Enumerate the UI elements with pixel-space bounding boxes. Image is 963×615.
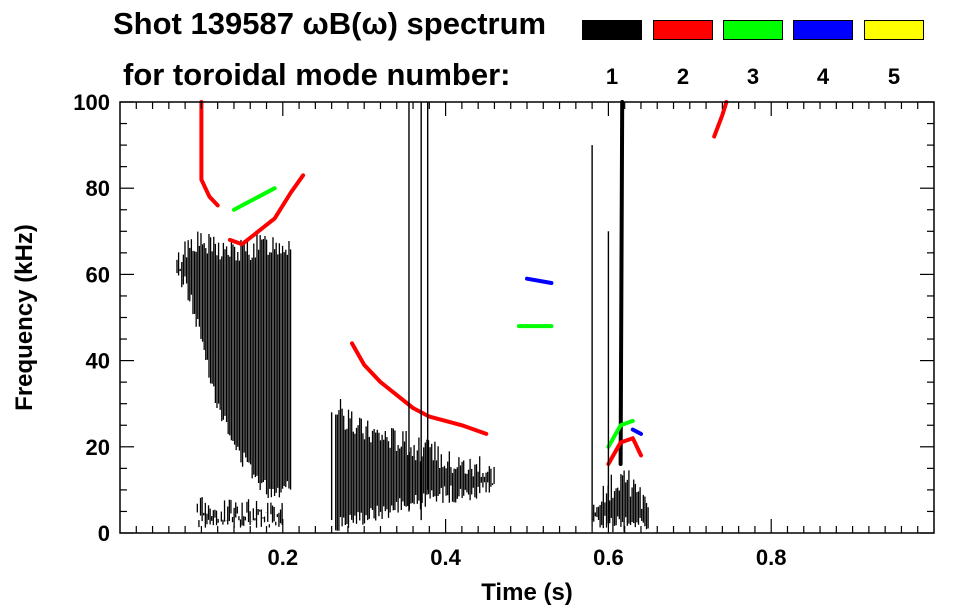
y-tick-label: 80 [86,176,110,201]
series-11 [606,418,635,449]
series-9 [618,100,625,466]
series-line [350,341,489,436]
series-8 [591,470,649,533]
y-tick-label: 0 [98,521,110,546]
x-tick-label: 0.6 [593,545,624,570]
ticks-layer: 0.2 0.4 0.6 0.8 0 20 40 60 80 100 [73,90,934,570]
series-line [618,100,625,466]
y-tick-label: 100 [73,90,110,115]
y-tick-label: 60 [86,262,110,287]
legend-label-2: 2 [676,64,690,89]
legend-swatch-1 [582,20,642,40]
legend-label-5: 5 [887,64,901,89]
x-axis-label: Time (s) [481,579,573,606]
series-line [630,427,643,436]
series-4 [199,100,220,208]
legend-swatch-5 [864,20,924,40]
legend-swatch-2 [653,20,713,40]
legend-swatch-4 [793,20,853,40]
series-line [525,276,554,285]
legend-swatch-3 [723,20,783,40]
series-10 [606,436,643,466]
series-line [606,418,635,449]
x-tick-label: 0.8 [756,545,787,570]
series-2 [196,497,283,529]
series-3 [227,173,306,247]
legend-label-1: 1 [605,64,619,89]
x-tick-label: 0.2 [268,545,299,570]
series-15 [712,100,729,139]
legend-label-3: 3 [746,64,760,89]
series-5 [232,186,277,212]
series-line [712,100,729,139]
series-6 [335,398,495,531]
series-14 [525,276,554,285]
series-line [232,186,277,212]
series-line [606,436,643,466]
spike-streaks [330,102,610,525]
x-tick-label: 0.4 [430,545,461,570]
legend-label-4: 4 [816,64,830,89]
chart-title-line1: Shot 139587 ωB(ω) spectrum [113,6,547,41]
series-7 [350,341,489,436]
series-line [199,100,220,208]
chart-title-line2: for toroidal mode number: [123,57,511,92]
y-tick-label: 20 [86,435,110,460]
data-layer [176,100,729,533]
series-line [227,173,306,247]
series-12 [630,427,643,436]
y-tick-label: 40 [86,349,110,374]
series-1 [176,231,292,499]
y-axis-label: Frequency (kHz) [11,224,38,411]
